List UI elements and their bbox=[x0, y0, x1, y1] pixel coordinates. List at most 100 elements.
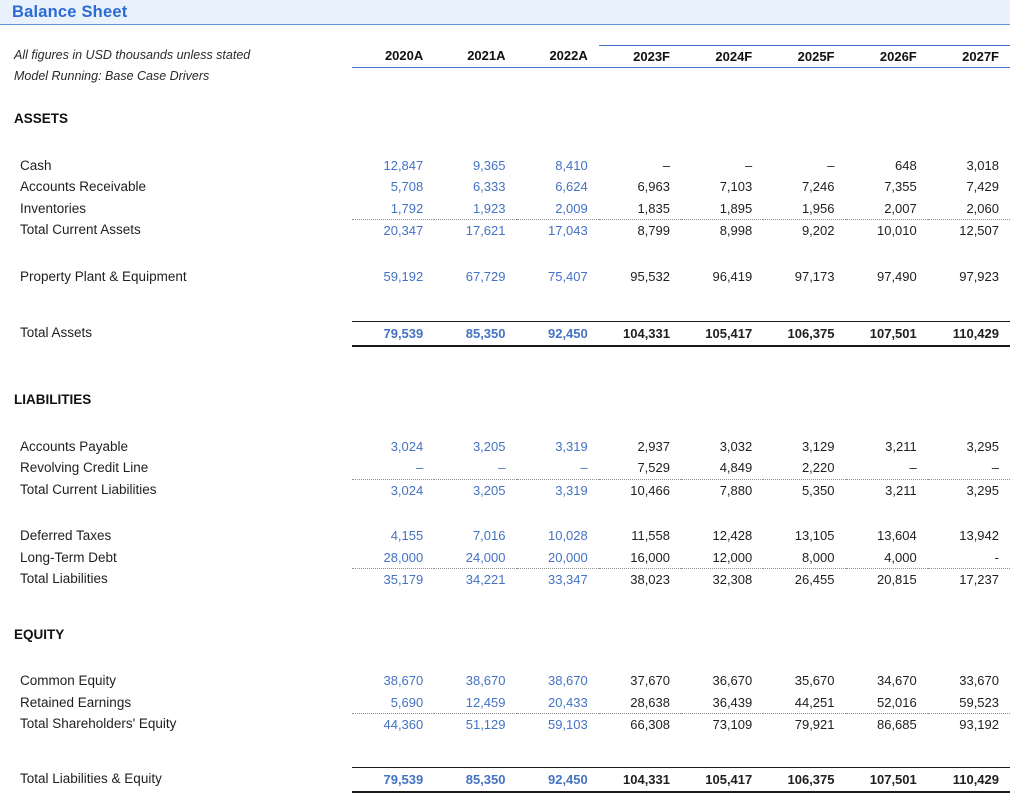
row-label: Total Current Assets bbox=[20, 222, 141, 237]
column-header-2021A: 2021A bbox=[434, 45, 517, 68]
page-title: Balance Sheet bbox=[12, 2, 128, 21]
cell-value: 8,000 bbox=[801, 549, 835, 565]
table-row: Deferred Taxes 4,155 7,016 10,028 11,558 12,4… bbox=[0, 525, 1010, 547]
row-label: Common Equity bbox=[20, 673, 117, 688]
cell-value: 66,308 bbox=[598, 713, 681, 736]
cell-value: 3,211 bbox=[845, 478, 928, 502]
cell-value: 104,331 bbox=[598, 766, 681, 793]
table-row: Total Current Liabilities 3,024 3,205 3,319… bbox=[0, 478, 1010, 502]
cell-value: 44,251 bbox=[794, 694, 835, 710]
column-header-2024F: 2024F bbox=[681, 45, 764, 68]
cell-value: 17,043 bbox=[516, 219, 599, 242]
cell-value: 3,211 bbox=[885, 438, 917, 454]
cell-value: 4,155 bbox=[390, 528, 424, 543]
cell-value: 59,523 bbox=[959, 694, 999, 710]
cell-value: 2,009 bbox=[555, 200, 588, 216]
column-header-2027F: 2027F bbox=[927, 45, 1010, 68]
table-row: Total Liabilities & Equity 79,539 85,350 92… bbox=[0, 766, 1010, 793]
cell-value: – bbox=[580, 460, 588, 475]
cell-value: 34,221 bbox=[434, 568, 517, 591]
cell-value: 34,670 bbox=[876, 673, 917, 688]
cell-value: 59,103 bbox=[516, 713, 599, 736]
cell-value: 24,000 bbox=[465, 549, 506, 565]
cell-value: 12,459 bbox=[465, 694, 506, 710]
table-row: Long-Term Debt 28,000 24,000 20,000 16,000 12… bbox=[0, 547, 1010, 569]
table-row: Accounts Receivable 5,708 6,333 6,624 6,963 7… bbox=[0, 176, 1010, 198]
cell-value: 33,670 bbox=[959, 673, 999, 688]
cell-value: 93,192 bbox=[927, 713, 1010, 736]
column-header-2022A: 2022A bbox=[516, 45, 599, 68]
cell-value: 110,429 bbox=[927, 321, 1010, 347]
table-row: Accounts Payable 3,024 3,205 3,319 2,937 3,03… bbox=[0, 436, 1010, 458]
cell-value: 1,923 bbox=[472, 200, 506, 216]
cell-value: 1,895 bbox=[719, 200, 753, 216]
section-heading: LIABILITIES bbox=[14, 392, 92, 407]
cell-value: 3,205 bbox=[434, 478, 517, 502]
cell-value: 3,295 bbox=[927, 478, 1010, 502]
cell-value: 2,060 bbox=[966, 200, 999, 216]
row-label: Deferred Taxes bbox=[20, 528, 112, 543]
table-row: Revolving Credit Line – – – 7,529 4,849 2,220 –… bbox=[0, 457, 1010, 479]
cell-value: 75,407 bbox=[547, 268, 588, 284]
sheet-body: ASSETS Cash 12,847 9,365 8,410 – – – 648 3,018 Acc… bbox=[0, 87, 1010, 793]
cell-value: 8,799 bbox=[598, 219, 681, 242]
cell-value: 10,028 bbox=[547, 528, 588, 543]
cell-value: 33,347 bbox=[516, 568, 599, 591]
cell-value: 7,529 bbox=[637, 460, 670, 475]
row-label: Total Current Liabilities bbox=[20, 481, 157, 497]
cell-value: 26,455 bbox=[763, 568, 846, 591]
cell-value: 3,024 bbox=[390, 438, 424, 454]
cell-value: 6,963 bbox=[637, 179, 670, 194]
cell-value: 3,024 bbox=[352, 478, 435, 502]
column-header-2025F: 2025F bbox=[763, 45, 846, 68]
section-heading-row: ASSETS bbox=[0, 108, 1010, 130]
cell-value: 12,847 bbox=[383, 157, 424, 173]
table-row: Inventories 1,792 1,923 2,009 1,835 1,895 1,95… bbox=[0, 198, 1010, 220]
table-row: Total Assets 79,539 85,350 92,450 104,331 105… bbox=[0, 321, 1010, 347]
cell-value: 92,450 bbox=[516, 321, 599, 347]
row-label: Inventories bbox=[20, 200, 87, 216]
row-label: Accounts Receivable bbox=[20, 179, 147, 194]
cell-value: 59,192 bbox=[383, 268, 424, 284]
cell-value: 7,355 bbox=[884, 179, 917, 194]
cell-value: 2,937 bbox=[637, 438, 670, 454]
row-label: Retained Earnings bbox=[20, 694, 132, 710]
cell-value: 79,921 bbox=[763, 713, 846, 736]
cell-value: 5,708 bbox=[390, 179, 424, 194]
cell-value: 105,417 bbox=[681, 766, 764, 793]
cell-value: 10,466 bbox=[598, 478, 681, 502]
cell-value: 32,308 bbox=[681, 568, 764, 591]
cell-value: 28,638 bbox=[630, 694, 670, 710]
spacer bbox=[0, 347, 1010, 389]
cell-value: 44,360 bbox=[352, 713, 435, 736]
cell-value: 36,439 bbox=[712, 694, 753, 710]
cell-value: 12,000 bbox=[712, 549, 753, 565]
cell-value: – bbox=[909, 460, 917, 475]
cell-value: 86,685 bbox=[845, 713, 928, 736]
spacer bbox=[0, 645, 1010, 670]
cell-value: 7,016 bbox=[472, 528, 506, 543]
cell-value: 17,237 bbox=[927, 568, 1010, 591]
cell-value: 85,350 bbox=[434, 321, 517, 347]
cell-value: 106,375 bbox=[763, 321, 846, 347]
table-row: Common Equity 38,670 38,670 38,670 37,670 36,… bbox=[0, 670, 1010, 692]
column-header-2026F: 2026F bbox=[845, 45, 928, 68]
row-label: Revolving Credit Line bbox=[20, 460, 149, 475]
cell-value: 97,923 bbox=[959, 268, 999, 284]
cell-value: - bbox=[994, 549, 999, 565]
row-label: Total Liabilities bbox=[20, 571, 108, 586]
cell-value: 95,532 bbox=[630, 268, 670, 284]
cell-value: 7,103 bbox=[719, 179, 753, 194]
row-label: Cash bbox=[20, 157, 52, 173]
cell-value: 38,670 bbox=[547, 673, 588, 688]
cell-value: 4,849 bbox=[719, 460, 753, 475]
cell-value: 3,129 bbox=[801, 438, 835, 454]
cell-value: 107,501 bbox=[845, 321, 928, 347]
cell-value: 1,956 bbox=[801, 200, 835, 216]
section-heading-row: LIABILITIES bbox=[0, 389, 1010, 411]
cell-value: 12,428 bbox=[712, 528, 753, 543]
cell-value: 11,558 bbox=[631, 528, 670, 543]
cell-value: 3,295 bbox=[966, 438, 999, 454]
spacer bbox=[0, 735, 1010, 767]
cell-value: 9,365 bbox=[472, 157, 506, 173]
